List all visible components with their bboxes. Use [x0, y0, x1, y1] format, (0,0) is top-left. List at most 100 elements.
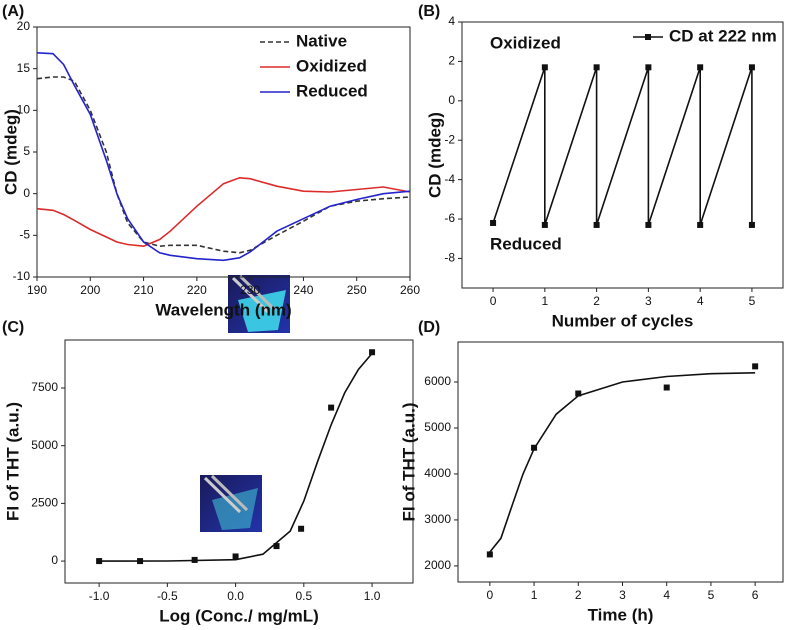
x-tick-label: 230: [240, 283, 260, 297]
x-tick-label: 5: [708, 588, 715, 602]
y-tick-label: 4: [448, 14, 455, 28]
data-point: [645, 221, 652, 228]
x-tick-label: 5: [749, 294, 756, 308]
x-tick-label: 3: [619, 588, 626, 602]
plot-frame: [64, 339, 414, 584]
x-tick-label: 0.0: [227, 589, 244, 603]
y-tick-label: 7500: [31, 380, 58, 394]
data-point: [273, 543, 280, 550]
x-axis-label: Wavelength (nm): [155, 300, 291, 319]
annotation: Oxidized: [490, 33, 561, 52]
x-tick-label: 250: [347, 283, 367, 297]
x-tick-label: 200: [80, 283, 100, 297]
x-axis-label: Number of cycles: [552, 311, 694, 330]
x-tick-label: 0.5: [295, 589, 312, 603]
y-tick-label: 2000: [424, 558, 451, 572]
legend-label: Native: [296, 31, 347, 50]
data-point: [663, 384, 670, 391]
y-tick-label: 15: [17, 61, 31, 75]
y-tick-label: 5000: [31, 438, 58, 452]
x-axis-label: Time (h): [588, 605, 654, 624]
y-tick-label: 5: [23, 144, 30, 158]
data-point: [490, 219, 497, 226]
data-point: [232, 553, 239, 560]
y-tick-label: 2500: [31, 496, 58, 510]
data-point: [328, 404, 335, 411]
y-tick-label: 4000: [424, 466, 451, 480]
x-tick-label: 6: [752, 588, 759, 602]
series-line: [489, 372, 756, 553]
y-tick-label: 0: [448, 93, 455, 107]
x-tick-label: 2: [593, 294, 600, 308]
series-line: [492, 67, 753, 226]
x-tick-label: 1.0: [364, 589, 381, 603]
data-point: [541, 221, 548, 228]
data-point: [486, 551, 493, 558]
x-tick-label: 1: [541, 294, 548, 308]
x-tick-label: 220: [187, 283, 207, 297]
y-axis-label: FI of THT (a.u.): [399, 403, 418, 522]
data-point: [575, 390, 582, 397]
x-tick-label: 2: [575, 588, 582, 602]
data-point: [298, 525, 305, 532]
y-tick-label: 10: [17, 103, 31, 117]
inset-photo-high: [228, 274, 290, 333]
series-line: [99, 352, 373, 562]
y-tick-label: -5: [19, 228, 30, 242]
x-tick-label: 4: [697, 294, 704, 308]
legend-label: Oxidized: [296, 56, 367, 75]
series-line: [36, 52, 411, 262]
data-point: [541, 64, 548, 71]
data-point: [752, 363, 759, 370]
y-tick-label: -8: [444, 251, 455, 265]
x-tick-label: 190: [27, 283, 47, 297]
y-tick-label: 20: [17, 19, 31, 33]
x-tick-label: 210: [134, 283, 154, 297]
x-tick-label: 260: [400, 283, 420, 297]
panel-label: (C): [2, 319, 24, 336]
series-line: [36, 176, 411, 248]
y-tick-label: 0: [23, 186, 30, 200]
x-tick-label: 4: [663, 588, 670, 602]
y-axis-label: CD (mdeg): [425, 112, 444, 198]
y-axis-label: CD (mdeg): [1, 109, 20, 195]
y-tick-label: 0: [51, 553, 58, 567]
inset-photo-low: [200, 474, 262, 532]
x-tick-label: -0.5: [157, 589, 178, 603]
annotation: Reduced: [490, 234, 562, 253]
legend-label: Reduced: [296, 81, 368, 100]
data-point: [645, 64, 652, 71]
y-tick-label: -2: [444, 132, 455, 146]
y-tick-label: -4: [444, 172, 455, 186]
x-axis-label: Log (Conc./ mg/mL): [159, 606, 319, 625]
plot-frame: [457, 341, 784, 583]
legend-label: CD at 222 nm: [669, 26, 777, 45]
data-point: [697, 221, 704, 228]
y-tick-label: 6000: [424, 374, 451, 388]
y-tick-label: -6: [444, 211, 455, 225]
data-point: [593, 64, 600, 71]
data-point: [748, 221, 755, 228]
y-axis-label: FI of THT (a.u.): [3, 402, 22, 521]
data-point: [369, 349, 376, 356]
data-point: [748, 64, 755, 71]
y-tick-label: -10: [13, 269, 31, 283]
x-tick-label: 240: [293, 283, 313, 297]
x-tick-label: 3: [645, 294, 652, 308]
x-tick-label: 0: [486, 588, 493, 602]
series-line: [36, 76, 411, 254]
y-tick-label: 3000: [424, 512, 451, 526]
panel-label: (A): [2, 3, 24, 20]
panel-label: (D): [418, 319, 440, 336]
panel-label: (B): [418, 3, 440, 20]
plot-frame: [461, 21, 784, 289]
data-point: [697, 64, 704, 71]
x-tick-label: -1.0: [89, 589, 110, 603]
y-tick-label: 2: [448, 54, 455, 68]
x-tick-label: 1: [531, 588, 538, 602]
legend-marker: [645, 34, 651, 40]
x-tick-label: 0: [490, 294, 497, 308]
data-point: [593, 221, 600, 228]
y-tick-label: 5000: [424, 420, 451, 434]
